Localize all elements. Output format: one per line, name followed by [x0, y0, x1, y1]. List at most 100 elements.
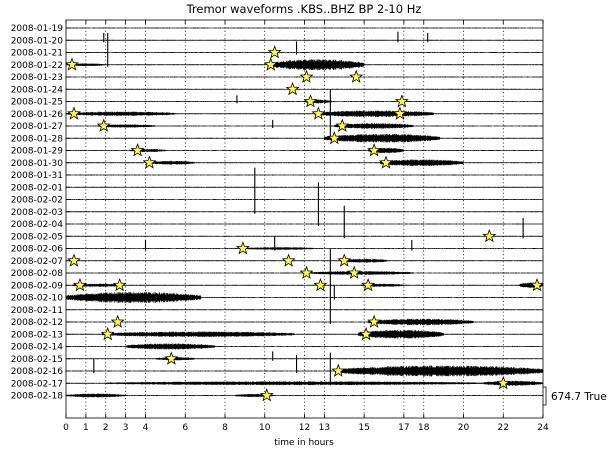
waveform-trace: [65, 357, 544, 361]
trace-date-label: 2008-02-09: [11, 281, 64, 291]
event-star: [347, 265, 362, 279]
trace-date-label: 2008-01-19: [11, 24, 64, 34]
trace-date-label: 2008-01-28: [11, 134, 64, 144]
event-star: [267, 45, 282, 59]
event-star: [359, 326, 374, 341]
trace-date-label: 2008-01-20: [11, 36, 64, 46]
trace-date-label: 2008-01-21: [11, 49, 63, 59]
waveform-trace: [65, 393, 544, 398]
event-star: [164, 351, 179, 365]
x-tick-label: 24: [537, 423, 549, 433]
trace-date-label: 2008-02-02: [11, 196, 63, 206]
event-star: [130, 143, 145, 157]
event-star: [392, 106, 407, 120]
waveform-trace: [65, 59, 544, 71]
event-markers: [65, 45, 544, 402]
trace-date-label: 2008-01-24: [11, 85, 64, 95]
trace-date-label: 2008-02-04: [11, 220, 64, 230]
x-tick-label: 6: [182, 423, 188, 433]
event-star: [496, 375, 511, 390]
waveform-trace: [65, 186, 544, 188]
trace-date-label: 2008-02-07: [11, 257, 63, 267]
event-star: [331, 363, 346, 377]
event-star: [349, 69, 364, 83]
event-star: [299, 265, 314, 279]
scale-bracket: [543, 386, 547, 406]
trace-date-label: 2008-01-27: [11, 122, 63, 132]
event-star: [110, 314, 125, 328]
trace-date-label: 2008-01-30: [11, 159, 64, 169]
trace-date-label: 2008-02-14: [11, 343, 64, 353]
event-star: [100, 326, 115, 341]
waveform-trace: [65, 365, 544, 377]
x-tick-label: 17: [398, 423, 409, 433]
event-star: [530, 277, 544, 292]
trace-date-label: 2008-02-16: [11, 367, 64, 377]
trace-date-label: 2008-02-12: [11, 318, 63, 328]
waveform-trace: [65, 199, 544, 200]
waveform-trace: [65, 380, 544, 386]
x-tick-label: 20: [458, 423, 470, 433]
trace-date-label: 2008-02-15: [11, 355, 63, 365]
y-tick-labels: 2008-01-19 2008-01-20 2008-01-21 2008-01-22…: [11, 24, 70, 402]
trace-date-label: 2008-02-18: [11, 392, 64, 402]
x-tick-label: 13: [319, 423, 330, 433]
x-tick-label: 0: [63, 423, 69, 433]
x-axis-ticks: 0 1 2 3 4 6 8 10 12 13 15 17 18 20 22 24: [63, 20, 549, 433]
event-star: [367, 143, 382, 157]
x-tick-label: 4: [143, 423, 149, 433]
waveform-trace: [65, 309, 544, 311]
x-tick-label: 8: [222, 423, 228, 433]
trace-date-label: 2008-02-10: [11, 294, 64, 304]
event-star: [281, 253, 296, 267]
waveform-trace: [65, 39, 544, 41]
x-tick-label: 2: [103, 423, 109, 433]
event-star: [379, 155, 393, 169]
event-star: [482, 228, 497, 243]
trace-date-label: 2008-02-11: [11, 306, 63, 316]
event-star: [142, 155, 157, 169]
waveform-trace: [65, 133, 544, 143]
event-star: [394, 94, 409, 108]
waveform-trace: [65, 223, 544, 225]
event-star: [72, 277, 87, 292]
x-axis-label: time in hours: [274, 438, 334, 448]
event-star: [311, 106, 326, 120]
x-tick-label: 22: [498, 423, 509, 433]
event-star: [96, 118, 111, 132]
event-star: [285, 81, 300, 96]
waveform-spikes: [93, 31, 524, 386]
x-tick-label: 15: [358, 423, 369, 433]
trace-date-label: 2008-02-17: [11, 379, 63, 389]
waveform-trace: [65, 123, 544, 129]
event-star: [112, 277, 127, 292]
event-star: [299, 69, 314, 83]
event-star: [327, 130, 342, 145]
trace-date-label: 2008-01-23: [11, 73, 63, 83]
trace-date-label: 2008-02-06: [11, 245, 64, 255]
waveform-trace: [65, 110, 544, 117]
waveform-trace: [65, 27, 544, 29]
trace-date-label: 2008-02-01: [11, 183, 63, 193]
x-tick-label: 18: [418, 423, 430, 433]
chart-title: Tremor waveforms .KBS..BHZ BP 2-10 Hz: [186, 2, 422, 16]
event-star: [337, 253, 352, 267]
trace-date-label: 2008-02-08: [11, 269, 64, 279]
plot-frame: [65, 19, 544, 419]
trace-date-label: 2008-01-29: [11, 147, 64, 157]
trace-date-label: 2008-02-03: [11, 208, 63, 218]
waveform-traces: [65, 27, 544, 398]
grid-lines: [85, 20, 504, 418]
event-star: [361, 277, 376, 292]
trace-date-label: 2008-02-13: [11, 330, 63, 340]
trace-date-label: 2008-01-31: [11, 171, 63, 181]
event-star: [65, 57, 79, 71]
scale-bar: 674.7 True: [543, 386, 607, 406]
event-star: [313, 277, 328, 292]
event-star: [367, 314, 382, 328]
x-tick-label: 12: [299, 423, 310, 433]
event-star: [235, 241, 250, 255]
x-tick-label: 1: [83, 423, 89, 433]
trace-date-label: 2008-02-05: [11, 232, 63, 242]
